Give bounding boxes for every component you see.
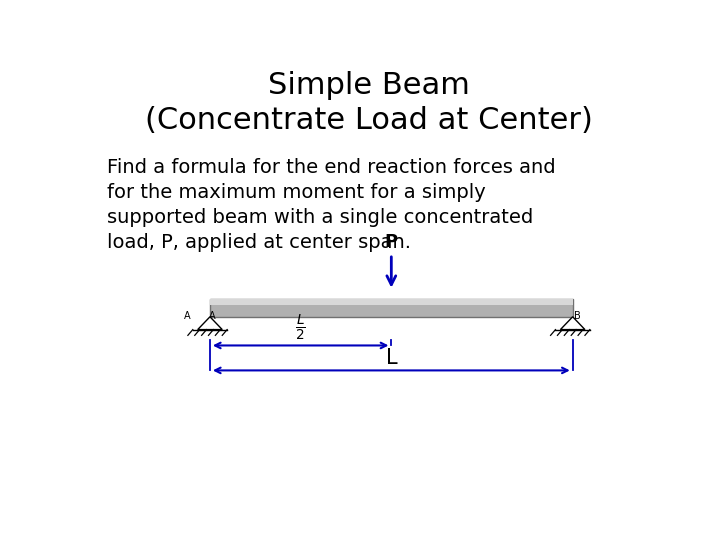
Text: A: A	[209, 311, 215, 321]
Text: L: L	[385, 348, 397, 368]
Text: (Concentrate Load at Center): (Concentrate Load at Center)	[145, 106, 593, 136]
Text: Simple Beam: Simple Beam	[268, 71, 470, 100]
Text: Find a formula for the end reaction forces and
for the maximum moment for a simp: Find a formula for the end reaction forc…	[107, 158, 555, 252]
Text: B: B	[574, 311, 580, 321]
Bar	[210, 299, 572, 317]
Polygon shape	[560, 317, 585, 329]
Polygon shape	[198, 317, 222, 329]
Text: $\frac{L}{2}$: $\frac{L}{2}$	[295, 313, 306, 343]
Text: P: P	[384, 233, 398, 251]
Bar	[210, 299, 572, 306]
Text: A: A	[184, 311, 190, 321]
